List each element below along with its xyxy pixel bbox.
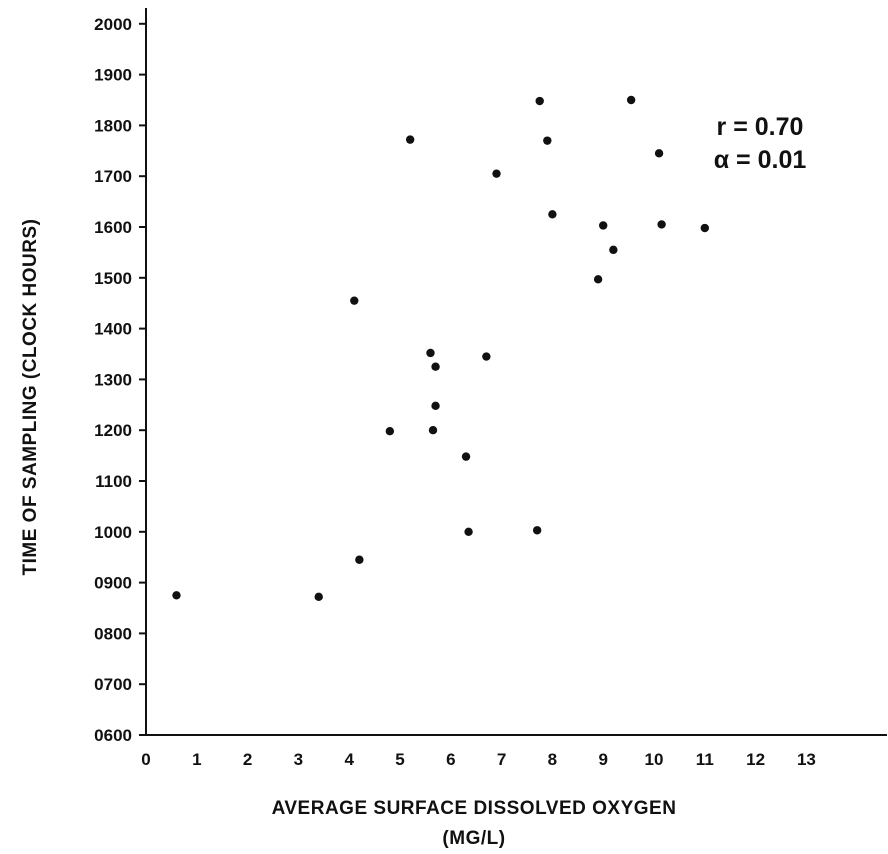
x-tick-label: 10 [645, 750, 664, 769]
data-point [405, 135, 415, 144]
data-point [431, 401, 440, 411]
y-tick-label: 1700 [94, 167, 132, 186]
x-tick-label: 0 [141, 750, 150, 769]
data-point [609, 245, 618, 255]
data-point [654, 149, 664, 158]
axes [145, 8, 887, 736]
x-tick-label: 9 [598, 750, 607, 769]
x-tick-label: 5 [395, 750, 404, 769]
y-tick-label: 1200 [94, 421, 132, 440]
data-point [543, 136, 552, 145]
y-tick-label: 2000 [94, 15, 132, 34]
data-point [461, 452, 471, 461]
data-point [350, 296, 359, 305]
data-point [492, 169, 501, 178]
data-point [599, 221, 608, 230]
x-tick-label: 1 [192, 750, 201, 769]
data-point [428, 426, 438, 435]
data-point [426, 348, 435, 358]
y-axis-title: TIME OF SAMPLING (CLOCK HOURS) [20, 219, 41, 576]
data-point [314, 592, 323, 602]
x-tick-label: 12 [746, 750, 765, 769]
data-point [548, 210, 557, 219]
x-tick-label: 4 [344, 750, 354, 769]
correlation-annotation: r = 0.70 [717, 113, 804, 141]
y-tick-label: 0700 [94, 675, 132, 694]
y-tick-label: 0900 [94, 574, 132, 593]
y-tick-label: 1600 [94, 218, 132, 237]
data-point [593, 275, 603, 284]
x-tick-label: 11 [696, 750, 714, 769]
data-point [172, 591, 181, 600]
y-tick-label: 0600 [94, 726, 132, 745]
data-points [172, 95, 709, 602]
x-tick-label: 8 [548, 750, 557, 769]
data-point [355, 555, 364, 564]
x-axis-title-line-1: AVERAGE SURFACE DISSOLVED OXYGEN [272, 798, 677, 819]
x-axis-title-line-2: (MG/L) [442, 828, 505, 849]
data-point [482, 352, 491, 361]
data-point [431, 362, 440, 371]
data-point [535, 96, 544, 106]
y-ticks: 0600 0700 0800 0900 1000 1100 1200 1300 1400 1500… [94, 15, 146, 745]
data-point [532, 526, 542, 535]
x-tick-label: 7 [497, 750, 506, 769]
y-tick-label: 1000 [94, 523, 132, 542]
x-tick-label: 13 [797, 750, 816, 769]
data-point [626, 95, 636, 105]
y-tick-label: 1500 [94, 269, 132, 288]
y-tick-label: 1100 [95, 472, 132, 491]
y-tick-label: 1400 [94, 320, 132, 339]
significance-annotation: α = 0.01 [714, 146, 807, 174]
y-tick-label: 1800 [94, 116, 132, 135]
data-point [464, 527, 473, 536]
x-tick-label: 3 [294, 750, 303, 769]
data-point [700, 223, 709, 233]
y-tick-label: 1900 [94, 66, 132, 85]
data-point [385, 427, 395, 436]
x-tick-label: 6 [446, 750, 455, 769]
data-point [657, 220, 666, 229]
y-tick-label: 0800 [94, 624, 132, 643]
y-tick-label: 1300 [94, 370, 132, 389]
x-ticks: 0 1 2 3 4 5 6 7 8 9 10 11 12 13 [141, 750, 816, 769]
x-tick-label: 2 [243, 750, 252, 769]
